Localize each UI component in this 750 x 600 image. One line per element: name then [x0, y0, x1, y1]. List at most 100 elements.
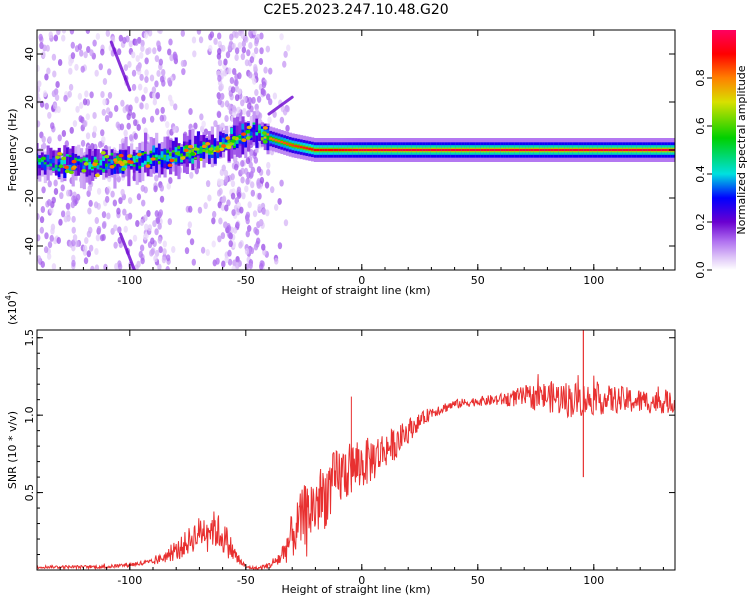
spectrogram-noise-cell [240, 53, 246, 61]
spectrogram-streak [267, 95, 294, 116]
spectrogram-noise-cell [221, 260, 226, 268]
spectrogram-spot [83, 162, 89, 166]
spectrogram-cell [544, 148, 549, 152]
spectrogram-noise-cell [84, 90, 89, 98]
spectrogram-noise-cell [245, 157, 251, 165]
spectrogram-cell [99, 159, 103, 166]
spectrogram-cell [617, 148, 621, 152]
spectrogram-cell [96, 149, 100, 165]
spectrogram-cell [539, 148, 543, 152]
spectrogram-cell [199, 157, 203, 161]
spectrogram-cell [74, 157, 78, 161]
spectrogram-noise-cell [258, 218, 264, 226]
spectrogram-cell [550, 148, 554, 152]
spectrogram-cell [124, 150, 128, 164]
spectrogram-noise-cell [261, 208, 267, 216]
spectrogram-cell [216, 149, 220, 159]
spectrogram-noise-cell [94, 69, 99, 77]
spectrogram-noise-cell [226, 225, 232, 233]
spectrogram-noise-cell [264, 181, 270, 189]
spectrogram-noise-cell [71, 239, 76, 247]
spectrogram-noise-cell [97, 141, 103, 149]
spectrogram-cell [319, 148, 323, 152]
spectrogram-noise-cell [46, 67, 51, 75]
spectrogram-noise-cell [218, 217, 223, 225]
spectrogram-noise-cell [96, 187, 102, 195]
spectrogram-spot [136, 152, 142, 157]
spectrogram-noise-cell [279, 179, 284, 187]
spectrogram-cell [138, 165, 142, 169]
spectrogram-noise-cell [140, 184, 145, 192]
spectrogram-cell [422, 148, 426, 152]
spectrogram-cell [88, 159, 92, 162]
spectrogram-noise-cell [144, 76, 149, 84]
spectrogram-noise-cell [37, 234, 41, 242]
spectrogram-noise-cell [240, 176, 245, 184]
spectrogram-noise-cell [92, 39, 97, 47]
spectrogram-cell [391, 148, 395, 152]
spectrogram-noise-cell [161, 256, 167, 264]
spectrogram-noise-cell [44, 102, 49, 110]
spectrogram-noise-cell [154, 249, 160, 257]
spectrogram-cell [533, 148, 537, 152]
spectrogram-cell [297, 145, 301, 148]
spectrogram-spot [231, 136, 237, 140]
spectrogram-noise-cell [188, 108, 193, 116]
spectrogram-spot [150, 157, 156, 161]
colorbar-tick-label: 0.4 [694, 165, 707, 183]
spectrogram-noise-cell [85, 113, 91, 121]
spectrogram-noise-cell [118, 34, 124, 42]
spectrogram-noise-cell [58, 218, 63, 226]
spectrogram-noise-cell [188, 205, 193, 213]
spectrogram-spot [117, 160, 123, 165]
spectrogram-noise-cell [101, 211, 107, 219]
spectrogram-cell [491, 148, 496, 152]
spectrogram-cell [49, 159, 53, 166]
spectrogram-cell [110, 152, 114, 156]
spectrogram-noise-cell [238, 241, 243, 249]
colorbar-label: Normalized spectral amplitude [735, 65, 748, 234]
spectrogram-cell [127, 152, 131, 187]
spectrogram-noise-cell [196, 30, 202, 35]
spectrogram-cell [266, 135, 270, 141]
spectrogram-noise-cell [154, 80, 159, 88]
spectrogram-noise-cell [67, 90, 72, 98]
spectrogram-cell [311, 148, 315, 151]
spectrogram-noise-cell [110, 190, 115, 198]
spectrogram-noise-cell [149, 74, 155, 82]
spectrogram-noise-cell [131, 69, 137, 77]
spectrogram-noise-cell [92, 112, 97, 120]
spectrogram-spot [55, 155, 61, 160]
spectrogram-noise-cell [94, 247, 99, 255]
spectrogram-cell [155, 147, 159, 160]
spectrogram-cell [430, 148, 434, 152]
spectrogram-cell [143, 152, 148, 161]
spectrogram-cell [93, 161, 98, 178]
spectrogram-cell [235, 125, 240, 143]
spectrogram-heatmap [37, 30, 675, 270]
spectrogram-spot [41, 156, 47, 161]
colorbar-ticks: 0.0 0.2 0.4 0.6 0.8 [694, 69, 712, 279]
spectrogram-cell [235, 136, 240, 144]
svg-text:(x104): (x104) [4, 291, 19, 325]
spectrogram-noise-cell [65, 202, 71, 210]
spectrogram-noise-cell [215, 257, 220, 265]
spectrogram-noise-cell [39, 226, 45, 234]
spectrogram-cell [380, 148, 384, 152]
spectrogram-noise-cell [135, 55, 140, 63]
spectrogram-noise-cell [279, 116, 285, 124]
spectrogram-noise-cell [61, 130, 67, 138]
spectrogram-noise-cell [199, 113, 204, 121]
spectrogram-noise-cell [254, 89, 259, 97]
spectrogram-noise-cell [162, 240, 167, 248]
spectrogram-noise-cell [56, 30, 61, 36]
spectrogram-noise-cell [70, 52, 76, 60]
spectrogram-noise-cell [268, 67, 273, 75]
spectrogram-noise-cell [50, 227, 55, 235]
spectrogram-cell [116, 158, 120, 170]
spectrogram-noise-cell [246, 110, 251, 118]
spectrogram-noise-cell [257, 192, 262, 200]
spectrogram-noise-cell [83, 257, 89, 265]
spectrogram-cell [383, 148, 387, 152]
